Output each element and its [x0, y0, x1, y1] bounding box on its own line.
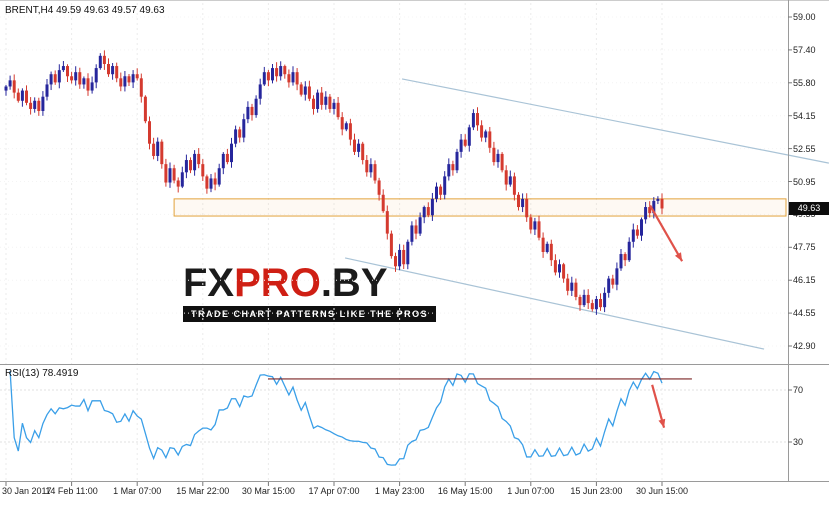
- price-axis-label: 57.40: [793, 44, 816, 55]
- price-axis-label: 55.80: [793, 77, 816, 88]
- price-axis-label: 54.15: [793, 110, 816, 121]
- time-axis-label: 1 Jun 07:00: [507, 486, 555, 496]
- fxpro-watermark: FXPRO.BY TRADE CHART PATTERNS LIKE THE P…: [183, 263, 437, 322]
- price-axis[interactable]: 59.0057.4055.8054.1552.5550.9549.3547.75…: [790, 0, 829, 481]
- logo-text-fx: FX: [183, 261, 235, 305]
- fxpro-tagline: TRADE CHART PATTERNS LIKE THE PROS: [183, 306, 437, 322]
- time-axis[interactable]: 30 Jan 2017 14 Feb 11:00 1 Mar 07:00 15 Mar…: [0, 484, 829, 504]
- time-axis-label: 15 Mar 22:00: [176, 486, 230, 496]
- rsi-indicator-label: RSI(13) 78.4919: [5, 368, 79, 379]
- price-axis-label: 50.95: [793, 176, 816, 187]
- time-axis-label: 1 May 23:00: [374, 486, 425, 496]
- price-axis-label: 44.55: [793, 308, 816, 319]
- time-axis-label: 30 Mar 15:00: [241, 486, 295, 496]
- time-axis-label: 30 Jun 15:00: [635, 486, 689, 496]
- rsi-axis-label: 70: [793, 385, 804, 395]
- price-axis-label: 59.00: [793, 12, 816, 22]
- time-axis-label: 14 Feb 11:00: [45, 486, 98, 496]
- rsi-axis-label: 30: [793, 437, 804, 447]
- time-axis-label: 1 Mar 07:00: [113, 486, 162, 496]
- logo-text-by: .BY: [320, 261, 388, 305]
- time-axis-label: 17 Apr 07:00: [308, 486, 360, 496]
- current-price-tag: 49.63: [789, 202, 829, 215]
- logo-text-pro: PRO: [234, 261, 321, 305]
- time-axis-label: 16 May 15:00: [437, 486, 493, 496]
- symbol-ohlc-label: BRENT,H4 49.59 49.63 49.57 49.63: [5, 5, 165, 16]
- fxpro-logo: FXPRO.BY: [183, 263, 436, 303]
- time-axis-label: 15 Jun 23:00: [570, 486, 623, 496]
- time-axis-label: 30 Jan 2017: [2, 486, 52, 496]
- price-axis-label: 47.75: [793, 242, 816, 253]
- price-axis-label: 42.90: [793, 341, 816, 351]
- price-axis-label: 46.15: [793, 275, 816, 286]
- price-axis-label: 52.55: [793, 143, 816, 154]
